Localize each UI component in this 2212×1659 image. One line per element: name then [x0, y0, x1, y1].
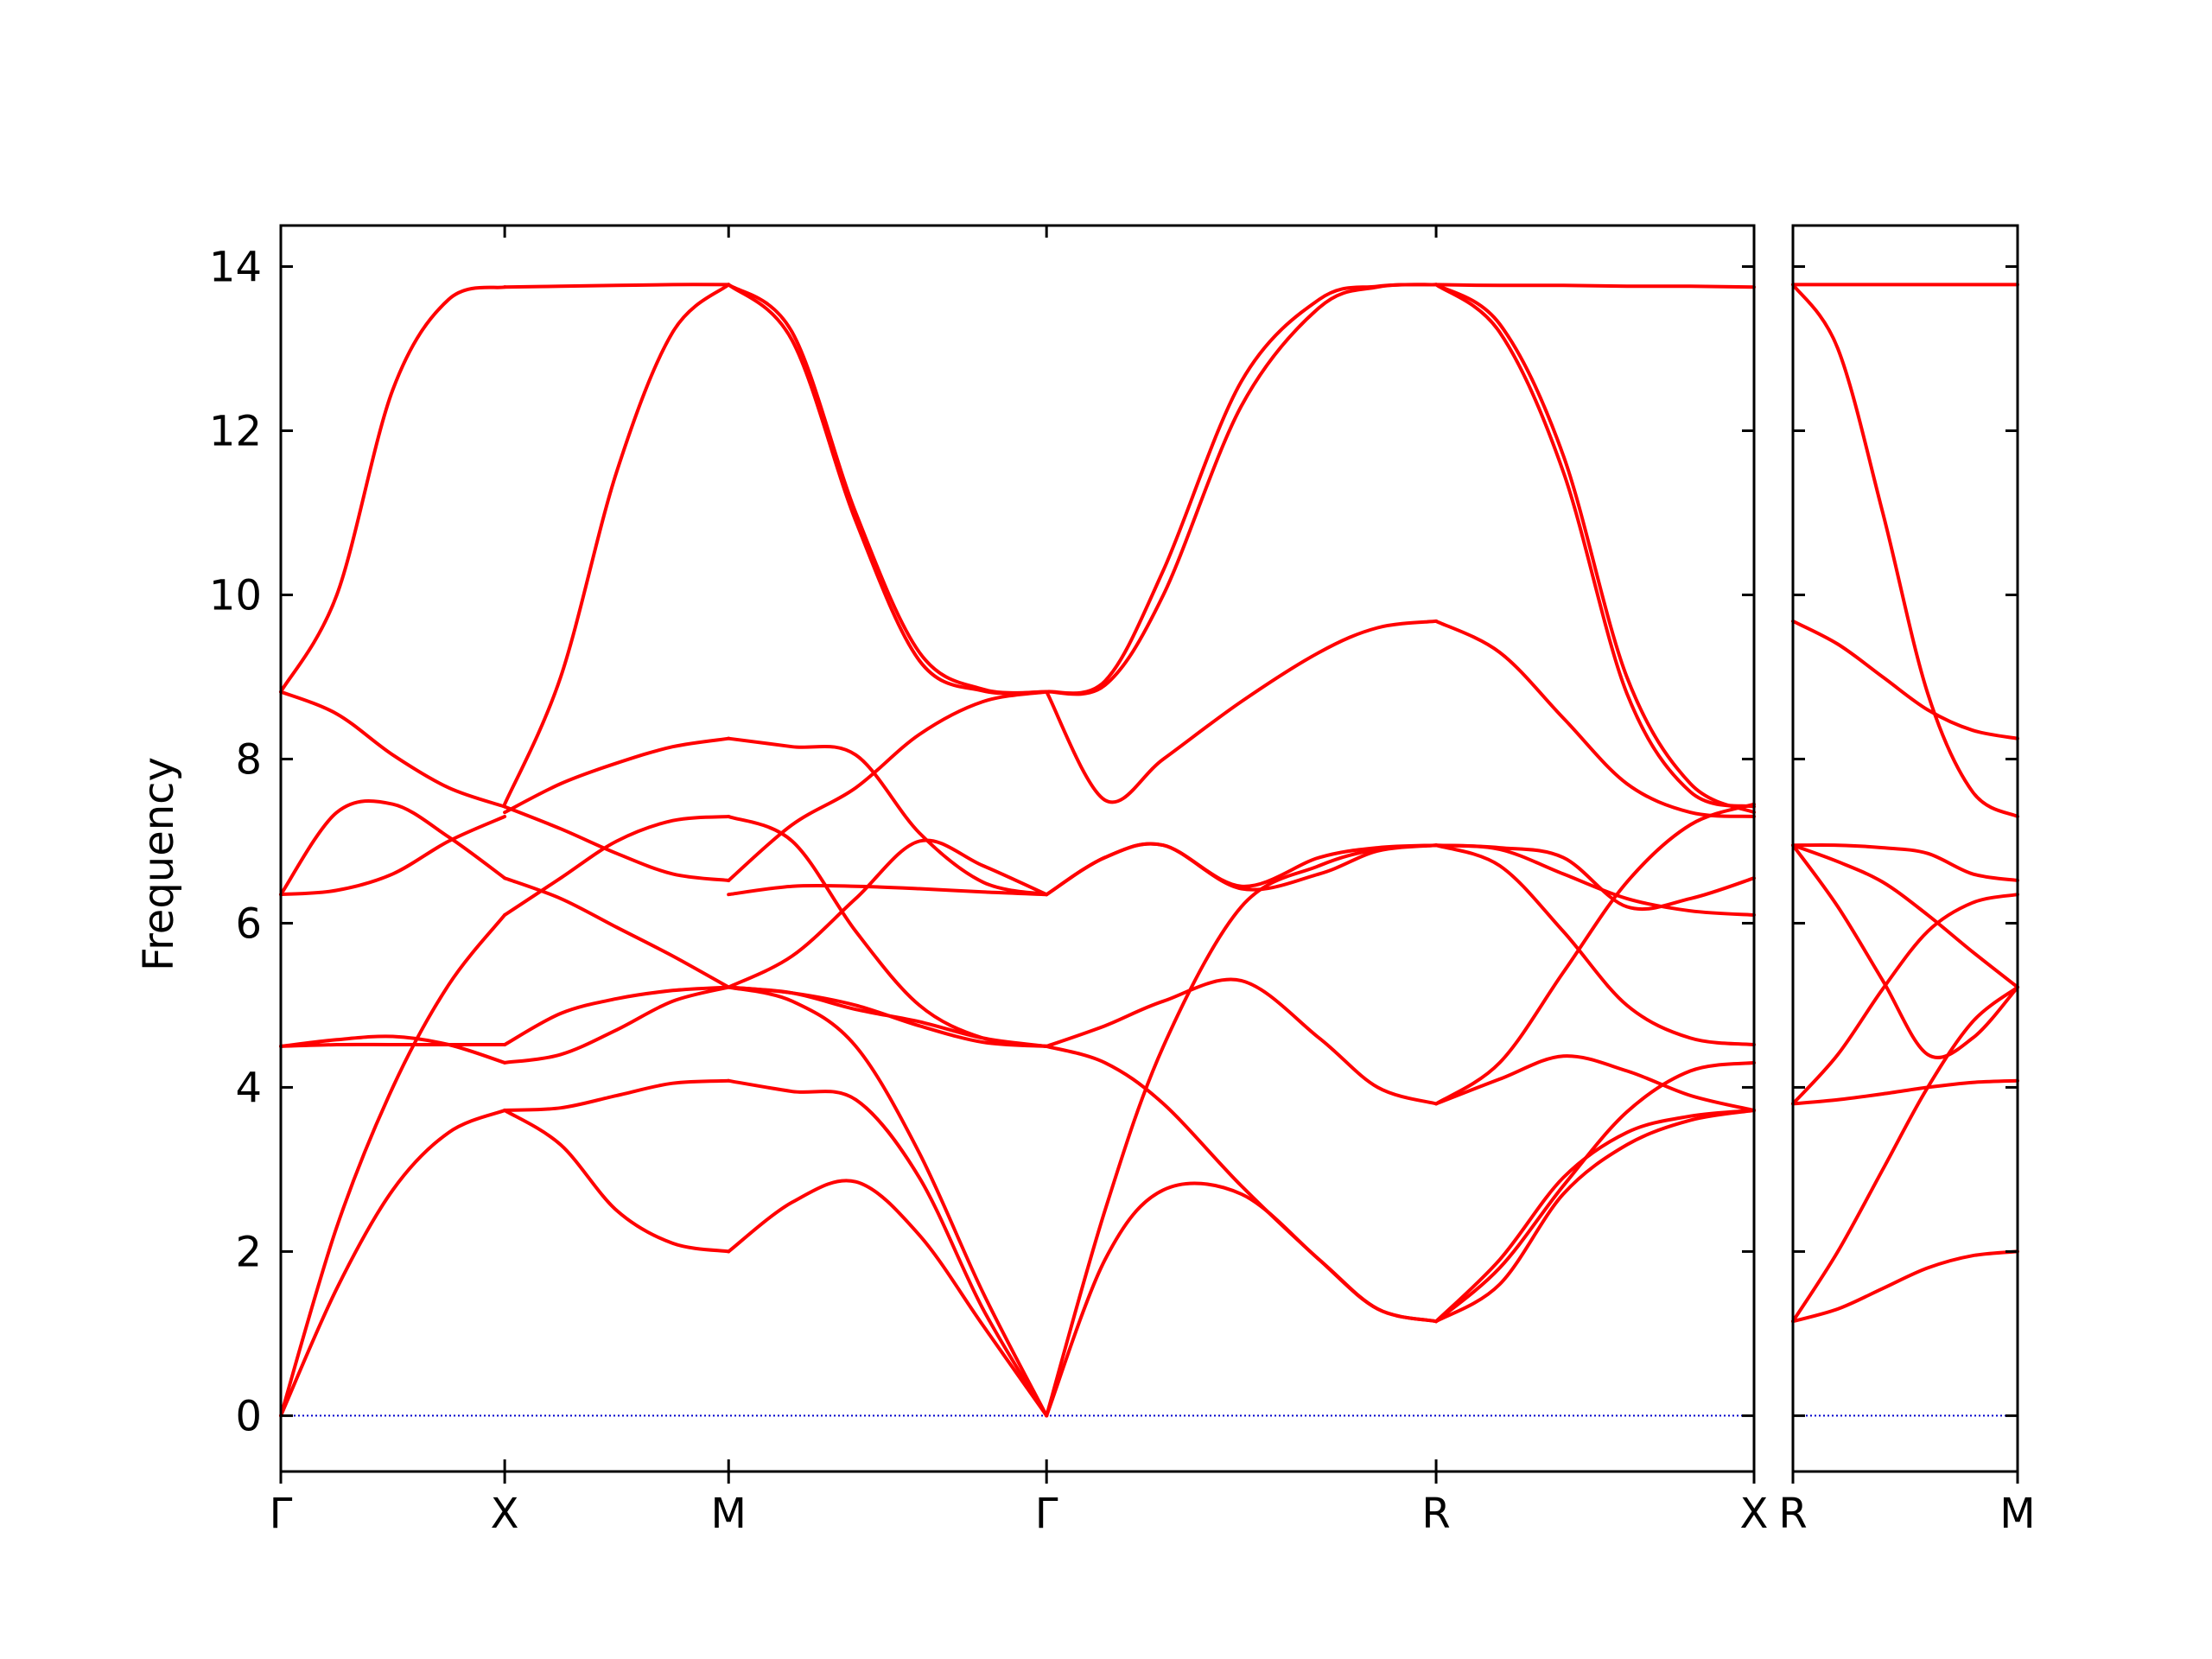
y-tick-label: 2 — [235, 1228, 262, 1276]
band-line-R-M-1 — [1791, 1249, 2019, 1324]
band-line-R-X-8 — [1434, 843, 1756, 917]
y-tick-label: 12 — [209, 407, 262, 455]
band-line-R-M-2 — [1791, 985, 2019, 1324]
band-line-Γ-X-5 — [279, 815, 507, 897]
kpoint-label-1: Γ — [270, 1490, 293, 1538]
band-line-R-X-2 — [1434, 1109, 1756, 1324]
band-line-X-M-2 — [503, 1078, 731, 1112]
band-line-R-X-9 — [1434, 619, 1756, 818]
plot-frame — [1791, 224, 2019, 1473]
band-line-M-Γ-10 — [727, 883, 1049, 897]
band-line-R-M-9 — [1791, 283, 2019, 818]
band-line-R-M-8 — [1791, 619, 2019, 741]
band-line-M-Γ-11 — [727, 283, 1049, 695]
band-line-X-M-4 — [503, 985, 731, 1046]
band-line-Γ-R-3 — [1045, 1044, 1439, 1324]
band-line-R-M-7 — [1791, 842, 2019, 882]
band-line-R-M-6 — [1791, 843, 2019, 989]
band-line-Γ-R-7 — [1045, 619, 1439, 804]
kpoint-label-4: Γ — [1035, 1490, 1058, 1538]
band-line-X-M-1 — [503, 1109, 731, 1254]
band-line-R-X-4 — [1434, 1054, 1756, 1112]
band-line-M-Γ-12 — [727, 283, 1049, 696]
band-line-M-Γ-1 — [727, 1179, 1049, 1418]
band-line-R-X-12 — [1434, 283, 1756, 289]
band-line-R-X-3 — [1434, 1060, 1756, 1324]
kpoint-label-2: M — [1999, 1490, 2035, 1538]
band-line-X-M-6 — [503, 815, 731, 917]
band-line-R-M-4 — [1791, 893, 2019, 1106]
band-line-Γ-X-6 — [279, 798, 507, 897]
band-line-R-M-5 — [1791, 843, 2019, 1059]
y-tick-label: 10 — [209, 571, 262, 620]
band-line-R-X-7 — [1434, 843, 1756, 912]
band-line-Γ-X-2 — [279, 912, 507, 1418]
band-line-Γ-X-3 — [279, 1034, 507, 1065]
band-line-Γ-X-1 — [279, 1109, 507, 1418]
band-line-Γ-X-7 — [279, 690, 507, 809]
band-line-Γ-X-4 — [279, 1042, 507, 1048]
band-line-X-M-10 — [503, 283, 731, 289]
band-line-Γ-R-2 — [1045, 843, 1439, 1418]
band-line-X-M-3 — [503, 985, 731, 1065]
band-line-R-M-3 — [1791, 1078, 2019, 1106]
y-tick-label: 6 — [235, 899, 262, 948]
main-panel: 0 2 4 6 8 10 12 14 Γ X M Γ R X — [209, 224, 1769, 1538]
kpoint-label-1: R — [1778, 1490, 1807, 1538]
band-line-X-M-9 — [503, 283, 731, 806]
band-line-M-Γ-3 — [727, 985, 1049, 1418]
plot-frame — [279, 224, 1756, 1473]
band-line-M-Γ-6 — [727, 838, 1049, 989]
band-line-Γ-R-4 — [1045, 977, 1439, 1106]
band-line-Γ-R-9 — [1045, 283, 1439, 696]
band-line-Γ-R-6 — [1045, 842, 1439, 897]
band-line-R-X-10 — [1434, 283, 1756, 809]
kpoint-label-2: X — [491, 1490, 519, 1538]
band-line-Γ-R-8 — [1045, 283, 1439, 696]
band-line-Γ-R-1 — [1045, 1181, 1439, 1418]
band-line-R-X-5 — [1434, 802, 1756, 1106]
band-line-X-M-8 — [503, 736, 731, 815]
band-line-M-Γ-9 — [727, 736, 1049, 897]
y-tick-label: 14 — [209, 243, 262, 291]
kpoint-label-3: M — [711, 1490, 747, 1538]
band-line-M-Γ-7 — [727, 690, 1049, 882]
y-tick-label: 0 — [235, 1392, 262, 1440]
band-line-M-Γ-8 — [727, 815, 1049, 1048]
y-tick-label: 4 — [235, 1064, 262, 1112]
band-line-R-X-1 — [1434, 1109, 1756, 1324]
y-tick-label: 8 — [235, 735, 262, 784]
y-axis-label: Frequency — [135, 757, 183, 971]
band-line-R-X-11 — [1434, 283, 1756, 815]
kpoint-label-6: X — [1740, 1490, 1769, 1538]
band-line-Γ-X-8 — [279, 285, 507, 694]
band-line-X-M-7 — [503, 804, 731, 882]
band-line-M-Γ-2 — [727, 1078, 1049, 1418]
band-line-M-Γ-5 — [727, 985, 1049, 1048]
kpoint-label-5: R — [1421, 1490, 1450, 1538]
band-line-R-X-6 — [1434, 843, 1756, 1046]
